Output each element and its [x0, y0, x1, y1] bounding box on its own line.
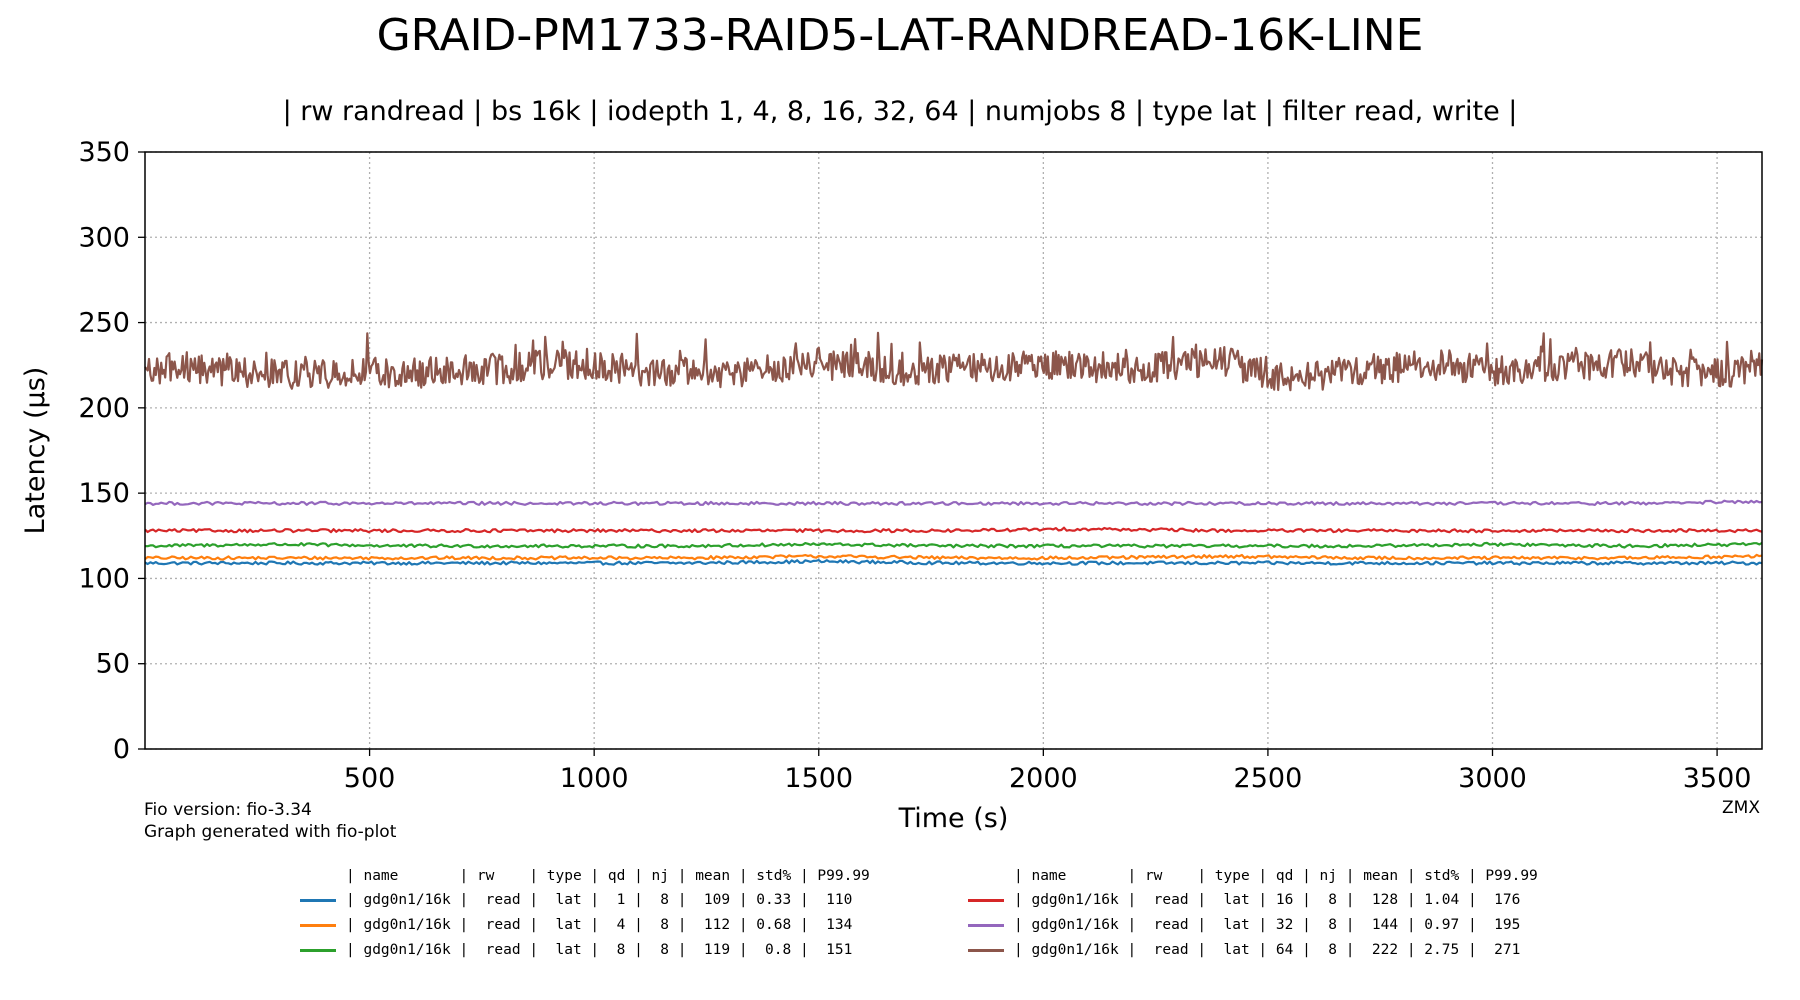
- y-tick-label: 150: [78, 478, 130, 509]
- x-tick-label: 1000: [560, 763, 629, 794]
- series-lines: [144, 331, 1764, 566]
- x-axis-label: Time (s): [898, 803, 1009, 834]
- fio-version-note: Fio version: fio-3.34: [144, 800, 312, 820]
- y-tick-label: 50: [96, 649, 130, 680]
- series-line-qd8: [144, 541, 1763, 549]
- x-tick-label: 500: [344, 763, 396, 794]
- series-line-qd32: [144, 499, 1763, 506]
- x-tick-label: 2500: [1234, 763, 1303, 794]
- series-line-qd64: [144, 331, 1764, 392]
- y-tick-label: 300: [78, 222, 130, 253]
- y-tick-label: 250: [78, 308, 130, 339]
- grid-lines: [145, 151, 1762, 750]
- plot-area-frame: [144, 151, 1763, 750]
- y-tick-label: 0: [113, 734, 130, 765]
- generator-note: Graph generated with fio-plot: [144, 822, 397, 842]
- y-tick-label: 100: [78, 563, 130, 594]
- x-tick-label: 3500: [1683, 763, 1752, 794]
- y-tick-label: 200: [78, 393, 130, 424]
- axis-ticks: 500 1000 1500 2000 2500 3000 3500 0 50 100 150 200 2…: [78, 137, 1751, 794]
- series-line-qd1: [144, 558, 1763, 566]
- y-axis-label: Latency (µs): [20, 367, 51, 535]
- series-line-qd16: [144, 526, 1763, 534]
- chart-subtitle: | rw randread | bs 16k | iodepth 1, 4, 8…: [282, 96, 1518, 127]
- author-tag: ZMX: [1722, 798, 1760, 818]
- y-tick-label: 350: [78, 137, 130, 168]
- x-tick-label: 2000: [1009, 763, 1078, 794]
- x-tick-label: 3000: [1458, 763, 1527, 794]
- series-line-qd4: [144, 553, 1763, 561]
- x-tick-label: 1500: [784, 763, 853, 794]
- chart-title: GRAID-PM1733-RAID5-LAT-RANDREAD-16K-LINE: [376, 10, 1424, 61]
